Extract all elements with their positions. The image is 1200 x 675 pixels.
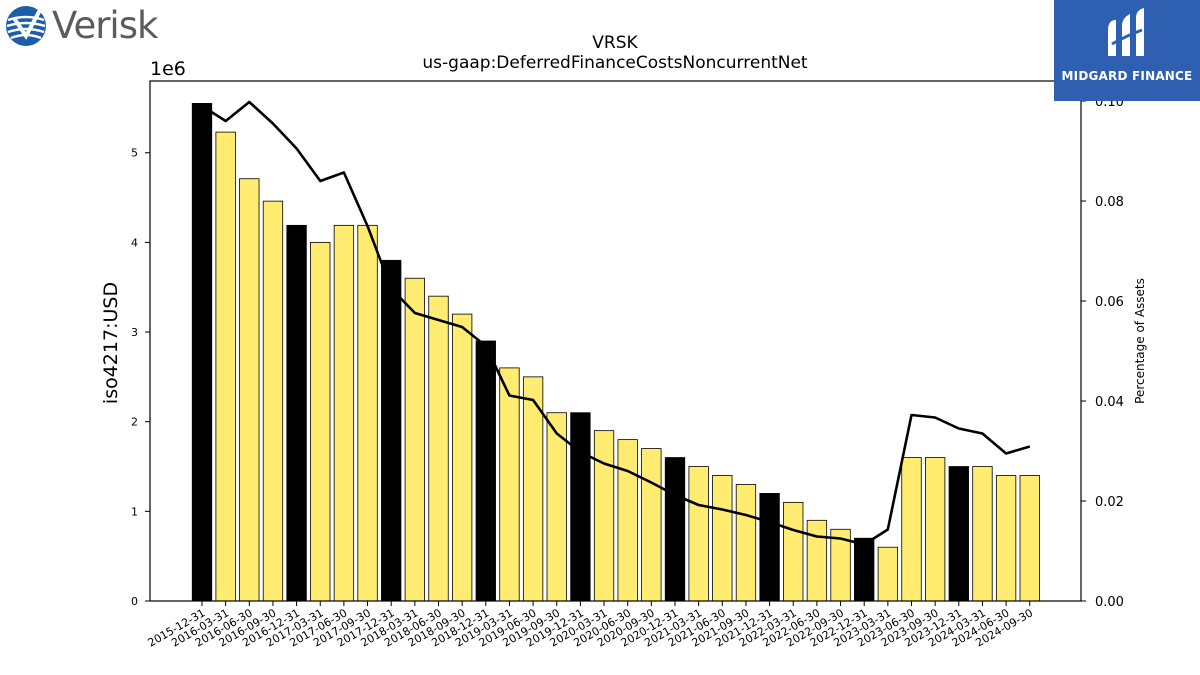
bar-2016-03-31 (215, 131, 236, 602)
y-tick-label: 1 (131, 505, 138, 518)
verisk-globe-icon (6, 6, 46, 46)
bar-2022-03-31 (783, 501, 804, 602)
y2-tick-label: 0.08 (1095, 195, 1124, 210)
y2-axis-label: Percentage of Assets (1133, 278, 1147, 404)
verisk-wordmark: Verisk (52, 4, 158, 47)
y-axis-multiplier: 1e6 (150, 58, 186, 80)
y-tick-label: 2 (131, 416, 138, 429)
bar-2023-09-30 (925, 457, 946, 602)
midgard-wordmark: MIDGARD FINANCE (1061, 69, 1193, 83)
chart-subtitle: us-gaap:DeferredFinanceCostsNoncurrentNe… (422, 53, 808, 73)
bar-2019-03-31 (499, 367, 520, 602)
bar-2023-12-31 (948, 466, 969, 602)
y-tick-label: 5 (131, 147, 138, 160)
chart-title: VRSK (592, 33, 638, 53)
bar-2018-09-30 (451, 313, 473, 602)
bar-2023-03-31 (877, 546, 898, 602)
bar-2017-06-30 (333, 224, 355, 602)
bar-2022-12-31 (854, 537, 875, 602)
line-group (201, 100, 1031, 546)
bar-2020-09-30 (641, 448, 662, 602)
bar-2024-09-30 (1019, 475, 1040, 602)
bar-2021-09-30 (735, 484, 757, 602)
bar-2016-12-31 (286, 224, 307, 602)
y2-tick-label: 0.02 (1095, 495, 1124, 510)
bar-2017-12-31 (381, 259, 402, 602)
midgard-logo: MIDGARD FINANCE (1054, 0, 1200, 101)
axes-group: 0123450.000.020.040.060.080.102015-12-31… (131, 80, 1124, 650)
bar-2017-03-31 (310, 241, 331, 602)
y-tick-label: 4 (131, 236, 138, 249)
bar-2024-06-30 (995, 475, 1017, 602)
y-tick-label: 3 (131, 326, 138, 339)
bar-2019-12-31 (570, 412, 591, 602)
y2-tick-label: 0.06 (1095, 295, 1124, 310)
verisk-logo: Verisk (4, 4, 164, 48)
midgard-emblem-icon (1108, 8, 1144, 56)
plot-frame (149, 80, 1082, 602)
bar-2020-06-30 (617, 439, 638, 602)
bar-2018-06-30 (428, 295, 449, 602)
bar-2023-06-30 (901, 457, 922, 602)
percentage-of-assets-line (201, 100, 1031, 546)
bar-2021-06-30 (712, 475, 733, 602)
bar-2015-12-31 (191, 103, 213, 602)
bar-2016-09-30 (262, 200, 284, 602)
bar-2017-09-30 (357, 224, 378, 602)
bar-2022-06-30 (806, 519, 828, 602)
bar-2016-06-30 (239, 178, 260, 602)
bar-2018-03-31 (404, 277, 426, 602)
bar-2018-12-31 (475, 340, 496, 602)
bar-2021-12-31 (759, 493, 780, 602)
y-tick-label: 0 (131, 595, 138, 608)
bar-2020-03-31 (593, 430, 615, 602)
bar-2020-12-31 (664, 457, 686, 602)
y-axis-label: iso4217:USD (100, 282, 122, 404)
y2-tick-label: 0.00 (1095, 595, 1124, 610)
bar-2019-09-30 (546, 412, 567, 602)
bar-2024-03-31 (972, 466, 993, 602)
bar-2021-03-31 (688, 466, 709, 602)
bars-group (191, 103, 1040, 602)
y2-tick-label: 0.04 (1095, 395, 1124, 410)
